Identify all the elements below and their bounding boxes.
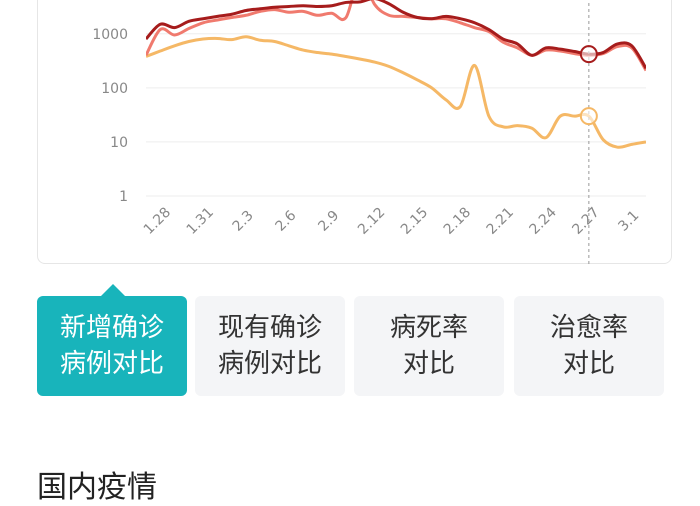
tab-label-line2: 对比	[562, 349, 615, 379]
x-tick-label: 3.1	[615, 208, 642, 235]
series-line-s2	[146, 0, 646, 72]
tab-new-confirmed[interactable]: 新增确诊 病例对比	[37, 296, 187, 396]
tab-current-confirmed[interactable]: 现有确诊 病例对比	[195, 296, 345, 396]
x-tick-label: 2.27	[569, 204, 602, 237]
highlight-marker-s1	[579, 45, 598, 64]
x-tick-label: 2.15	[398, 204, 431, 237]
tab-recovery-rate[interactable]: 治愈率 对比	[514, 296, 664, 396]
chart-card: 1 10 100 1000 1.28 1.31 2.3 2.6 2.9 2.12 2.15 2.18 2…	[37, 0, 673, 265]
x-tick-label: 2.24	[526, 204, 559, 237]
tab-label-line2: 对比	[402, 349, 455, 379]
tab-label-line1: 病死率	[389, 313, 468, 343]
x-tick-label: 2.9	[315, 208, 342, 235]
x-tick-label: 1.31	[184, 204, 217, 237]
tab-fatality-rate[interactable]: 病死率 对比	[354, 296, 504, 396]
trend-chart[interactable]: 1 10 100 1000 1.28 1.31 2.3 2.6 2.9 2.12 2.15 2.18 2…	[38, 0, 673, 265]
highlight-marker-s3	[579, 107, 598, 126]
y-tick-label: 100	[101, 81, 128, 97]
x-tick-label: 2.18	[441, 204, 474, 237]
x-tick-label: 1.28	[141, 204, 174, 237]
series-line-s3	[146, 35, 646, 149]
tab-label-line2: 病例对比	[59, 349, 164, 379]
y-tick-label: 1	[119, 189, 128, 205]
tab-label-line1: 新增确诊	[59, 313, 164, 343]
x-tick-label: 2.3	[230, 208, 257, 235]
tab-label-line2: 病例对比	[217, 349, 322, 379]
y-tick-label: 1000	[92, 27, 128, 43]
x-tick-label: 2.6	[272, 208, 299, 235]
tab-label-line1: 治愈率	[549, 313, 628, 343]
section-title: 国内疫情	[37, 470, 157, 505]
tab-label-line1: 现有确诊	[217, 313, 322, 343]
x-tick-label: 2.12	[355, 204, 388, 237]
x-tick-label: 2.21	[484, 204, 517, 237]
active-tab-pointer	[101, 284, 125, 296]
y-tick-label: 10	[110, 135, 128, 151]
series-line-s1	[146, 0, 646, 70]
